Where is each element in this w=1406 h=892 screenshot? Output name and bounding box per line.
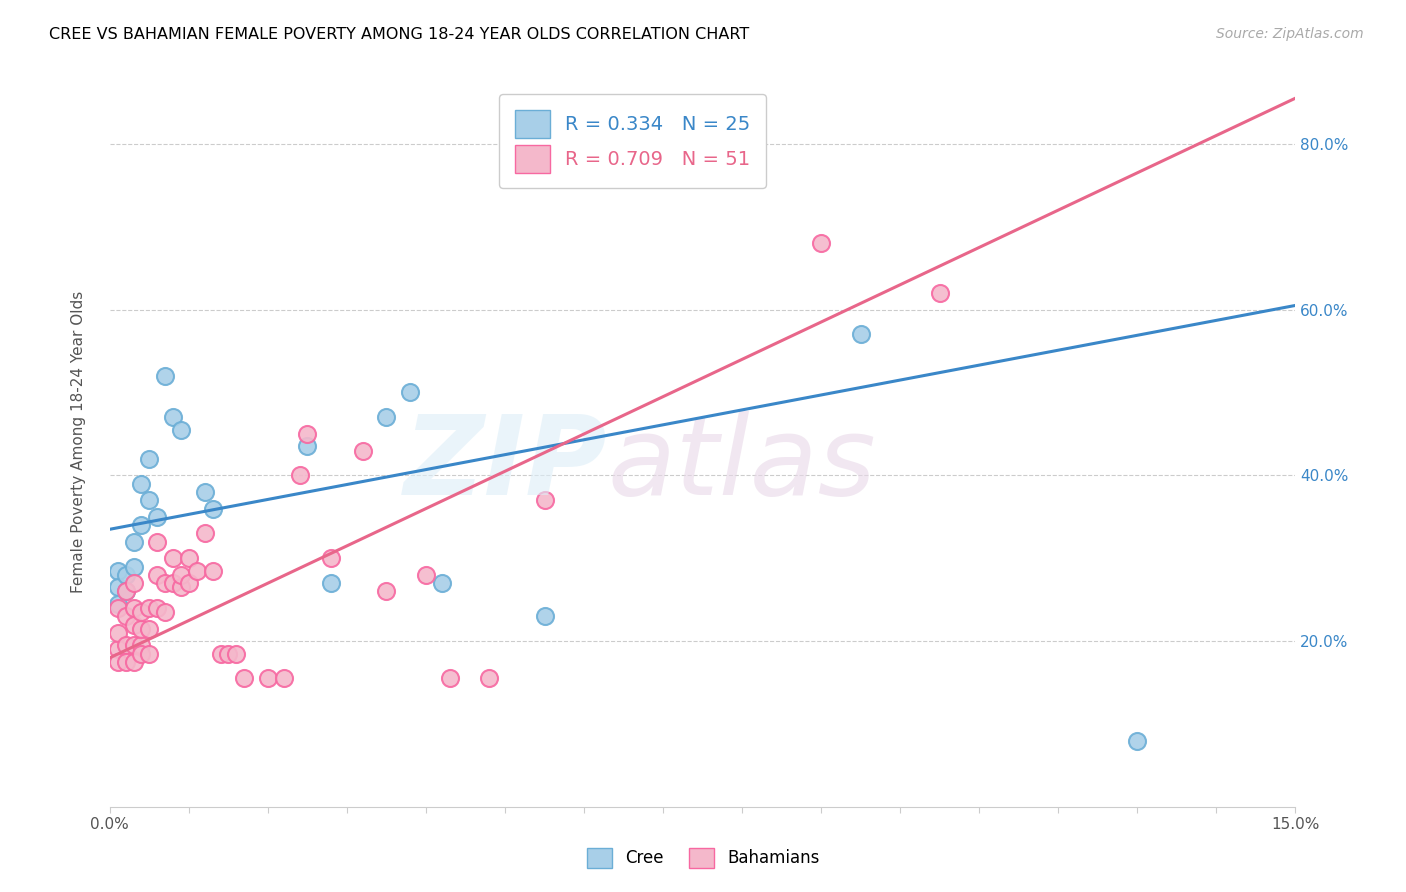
Point <box>225 647 247 661</box>
Point <box>297 439 319 453</box>
Point <box>122 617 145 632</box>
Point <box>138 647 160 661</box>
Point <box>138 601 160 615</box>
Text: CREE VS BAHAMIAN FEMALE POVERTY AMONG 18-24 YEAR OLDS CORRELATION CHART: CREE VS BAHAMIAN FEMALE POVERTY AMONG 18… <box>49 27 749 42</box>
Point <box>153 576 176 591</box>
Point <box>439 672 461 686</box>
Point <box>233 672 256 686</box>
Point <box>321 551 343 566</box>
Point <box>146 534 169 549</box>
Point <box>122 601 145 615</box>
Point <box>146 509 169 524</box>
Point <box>107 601 129 615</box>
Point <box>114 584 136 599</box>
Point <box>146 567 169 582</box>
Point <box>170 580 193 594</box>
Point <box>273 672 295 686</box>
Point <box>194 485 217 500</box>
Point <box>114 655 136 669</box>
Point <box>138 451 160 466</box>
Point <box>399 385 422 400</box>
Point <box>430 576 453 591</box>
Text: atlas: atlas <box>607 410 876 517</box>
Point <box>170 423 193 437</box>
Point <box>107 580 129 594</box>
Point <box>131 518 153 533</box>
Point <box>107 597 129 611</box>
Point <box>131 638 153 652</box>
Point <box>810 236 832 251</box>
Point <box>131 647 153 661</box>
Point <box>375 584 398 599</box>
Point <box>131 622 153 636</box>
Point <box>162 410 184 425</box>
Point <box>321 576 343 591</box>
Point <box>107 655 129 669</box>
Point <box>114 638 136 652</box>
Point <box>131 605 153 619</box>
Point <box>122 655 145 669</box>
Point <box>153 605 176 619</box>
Point <box>209 647 232 661</box>
Point <box>107 564 129 578</box>
Point <box>114 609 136 624</box>
Point <box>533 493 555 508</box>
Point <box>201 501 224 516</box>
Text: Source: ZipAtlas.com: Source: ZipAtlas.com <box>1216 27 1364 41</box>
Point <box>131 476 153 491</box>
Point <box>162 576 184 591</box>
Point <box>186 564 208 578</box>
Legend: Cree, Bahamians: Cree, Bahamians <box>581 841 825 875</box>
Point <box>177 551 200 566</box>
Point <box>288 468 311 483</box>
Text: ZIP: ZIP <box>405 410 607 517</box>
Point <box>928 285 950 300</box>
Point <box>375 410 398 425</box>
Point <box>146 601 169 615</box>
Point <box>849 327 872 342</box>
Point <box>170 567 193 582</box>
Point <box>162 551 184 566</box>
Point <box>257 672 280 686</box>
Legend: R = 0.334   N = 25, R = 0.709   N = 51: R = 0.334 N = 25, R = 0.709 N = 51 <box>499 95 766 188</box>
Point <box>122 559 145 574</box>
Point <box>107 626 129 640</box>
Point <box>122 638 145 652</box>
Point <box>352 443 374 458</box>
Point <box>194 526 217 541</box>
Point <box>415 567 437 582</box>
Point <box>114 567 136 582</box>
Point <box>122 576 145 591</box>
Point <box>122 534 145 549</box>
Y-axis label: Female Poverty Among 18-24 Year Olds: Female Poverty Among 18-24 Year Olds <box>72 291 86 593</box>
Point <box>478 672 501 686</box>
Point <box>138 493 160 508</box>
Point <box>1126 733 1149 747</box>
Point <box>153 368 176 383</box>
Point <box>114 584 136 599</box>
Point <box>177 576 200 591</box>
Point <box>217 647 239 661</box>
Point <box>533 609 555 624</box>
Point <box>201 564 224 578</box>
Point <box>297 426 319 441</box>
Point <box>107 642 129 657</box>
Point <box>138 622 160 636</box>
